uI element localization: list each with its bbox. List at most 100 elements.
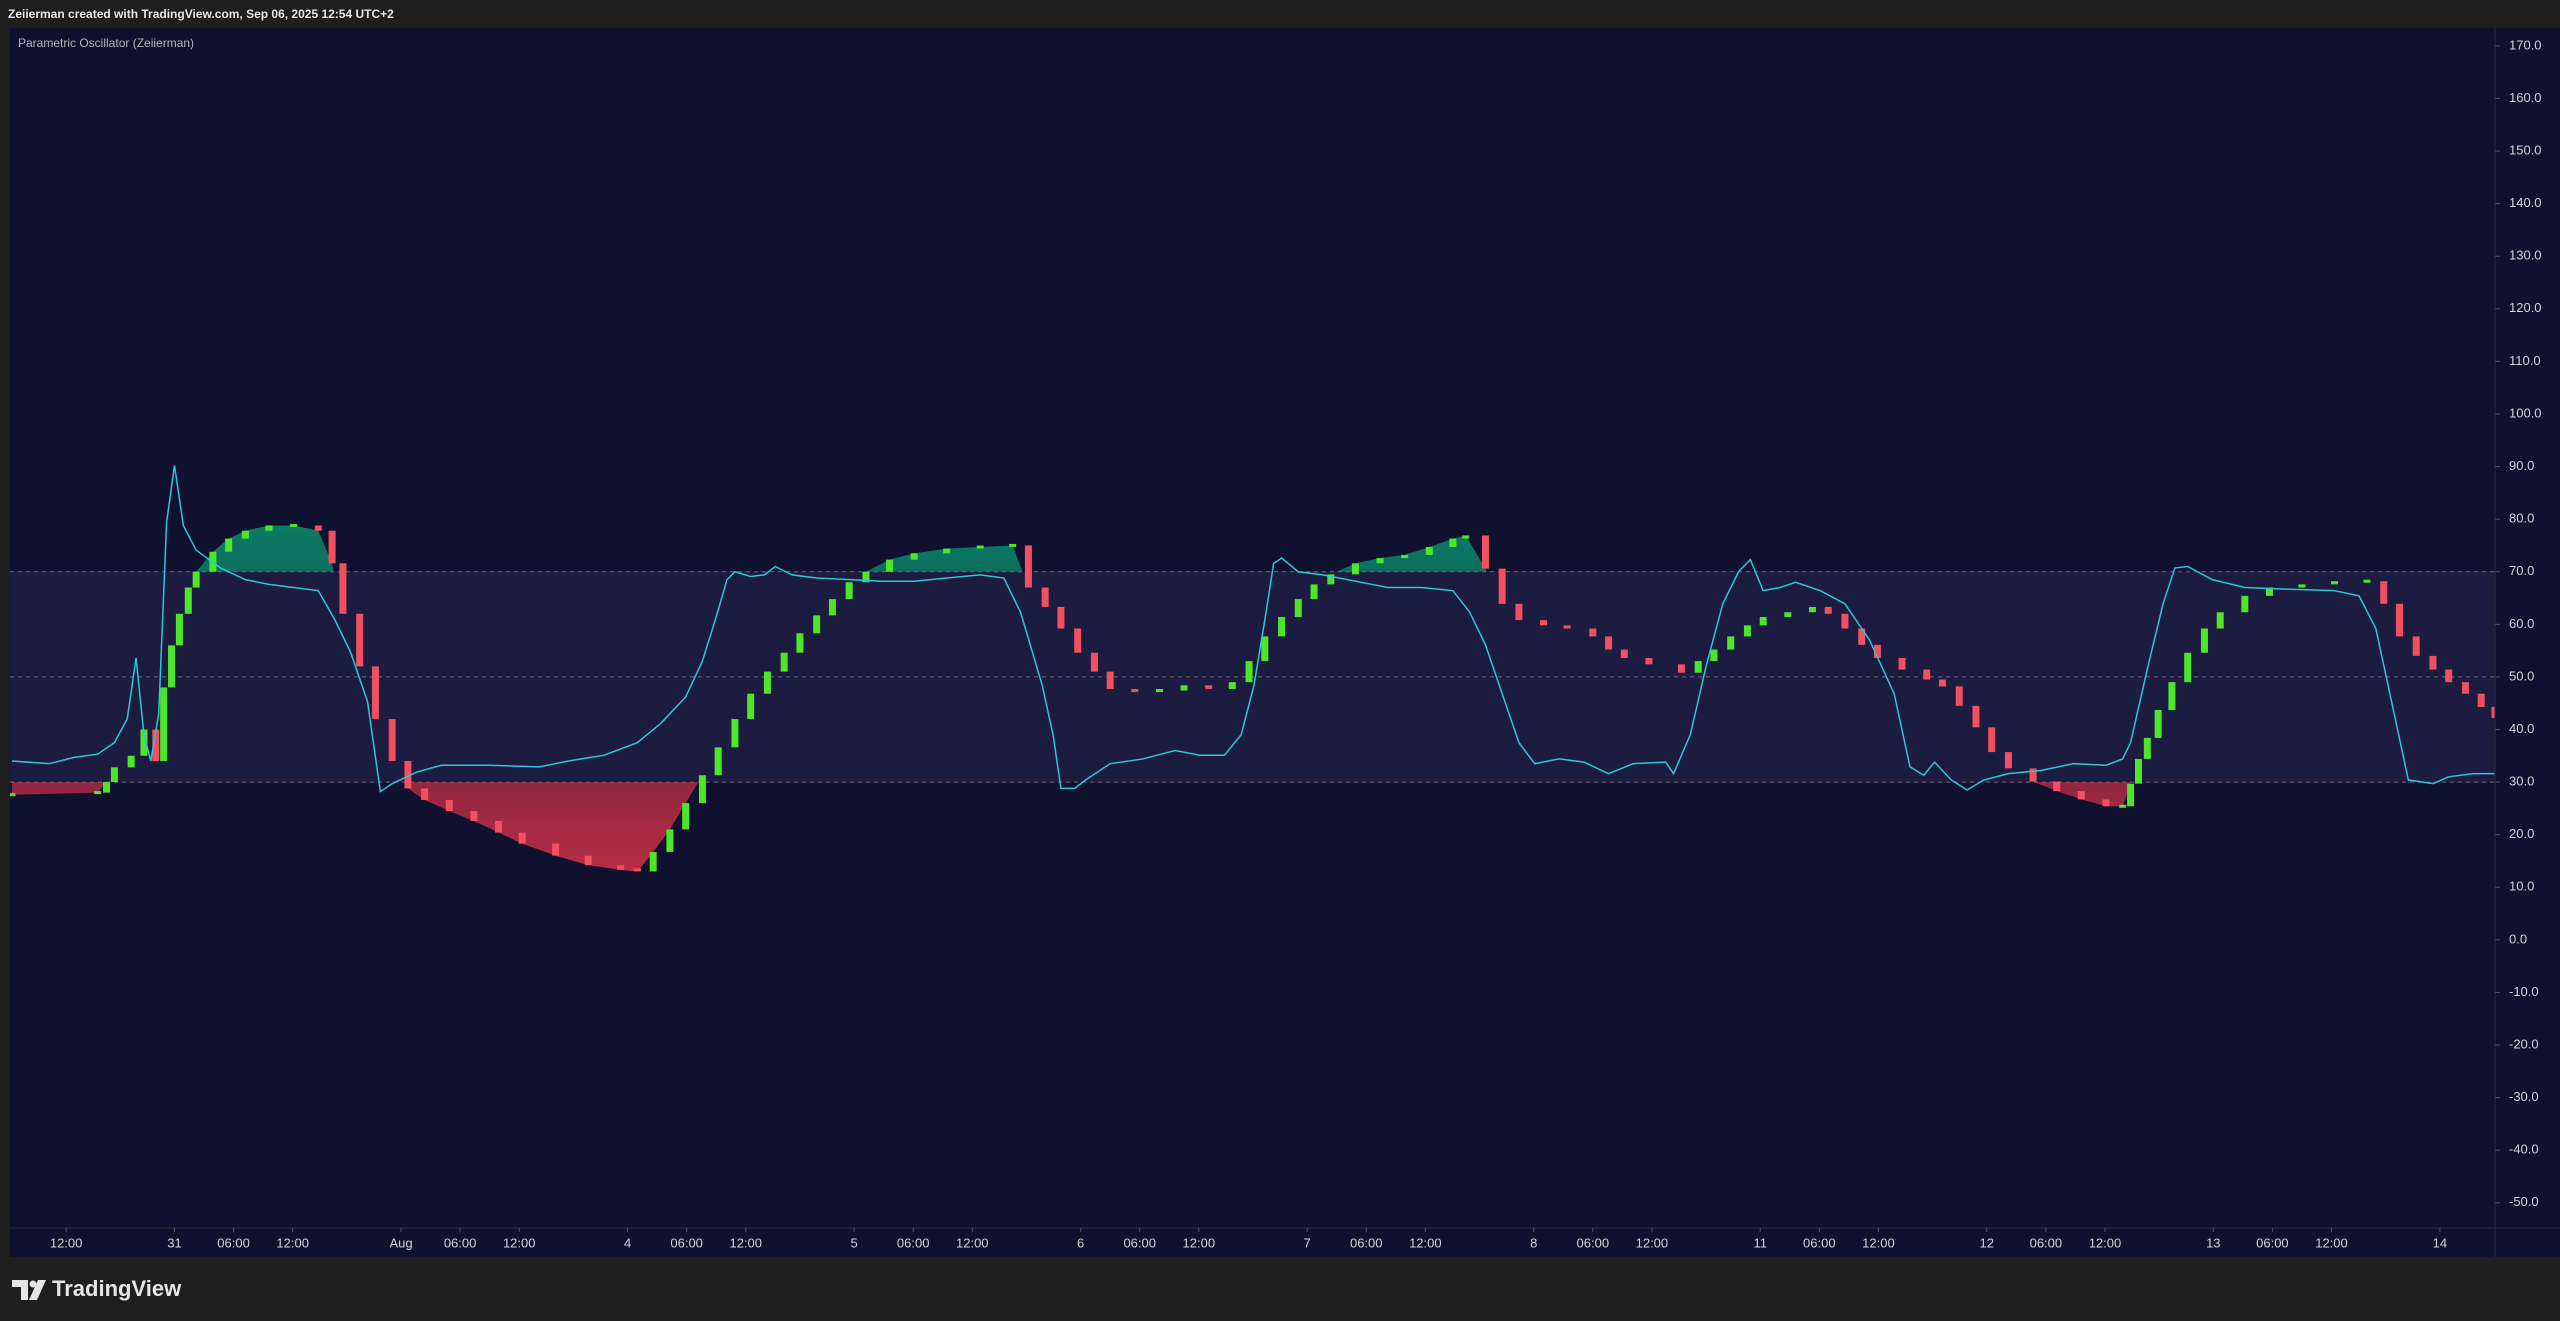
candle (682, 803, 690, 830)
candle (1898, 657, 1906, 670)
candle (314, 525, 322, 531)
x-tick-label: 12:00 (1183, 1235, 1216, 1250)
x-tick-label: 12:00 (276, 1235, 309, 1250)
y-tick-label: 140.0 (2509, 195, 2542, 210)
y-tick-label: 40.0 (2509, 721, 2534, 736)
x-tick-label: 06:00 (1123, 1235, 1156, 1250)
y-tick-label: 10.0 (2509, 879, 2534, 894)
x-tick-label: 31 (167, 1235, 181, 1250)
candle (1645, 657, 1653, 665)
x-tick-label: 06:00 (897, 1235, 930, 1250)
upper-fill (11, 525, 2495, 572)
y-tick-label: 160.0 (2509, 90, 2542, 105)
x-tick-label: 6 (1077, 1235, 1084, 1250)
candle (1515, 603, 1523, 621)
x-tick-label: 13 (2206, 1235, 2220, 1250)
x-tick-label: 12:00 (956, 1235, 989, 1250)
candle (584, 855, 592, 866)
candle (1425, 547, 1433, 555)
x-tick-label: 12:00 (1862, 1235, 1895, 1250)
candle (1106, 671, 1114, 689)
candle (2429, 655, 2437, 670)
brand-name: TradingView (52, 1276, 182, 1301)
lower-fill (11, 782, 2495, 872)
y-tick-label: 20.0 (2509, 826, 2534, 841)
x-tick-label: 12 (1980, 1235, 1994, 1250)
x-tick-label: 06:00 (444, 1235, 477, 1250)
candle (1694, 661, 1702, 673)
candle (1784, 612, 1792, 617)
candle (2412, 636, 2420, 656)
candle (1620, 649, 1628, 658)
candle (2134, 758, 2142, 784)
candle (2216, 612, 2224, 629)
candle (152, 729, 160, 762)
candle (1327, 574, 1335, 585)
x-tick-label: 14 (2433, 1235, 2447, 1250)
y-tick-label: 60.0 (2509, 616, 2534, 631)
x-tick-label: 12:00 (2315, 1235, 2348, 1250)
x-tick-label: 06:00 (1350, 1235, 1383, 1250)
candle (1245, 661, 1253, 683)
candle (1205, 685, 1213, 689)
candle (1351, 563, 1359, 575)
x-tick-label: 12:00 (503, 1235, 536, 1250)
brand-logo (12, 1280, 46, 1300)
candle (371, 666, 379, 719)
candle (290, 523, 298, 527)
candle (1841, 613, 1849, 629)
candle (1310, 584, 1318, 600)
candle (1727, 636, 1735, 650)
signal-line (11, 465, 2495, 793)
candle (1824, 606, 1832, 614)
candle (160, 687, 168, 762)
candle (649, 852, 657, 872)
x-tick-label: 4 (624, 1235, 631, 1250)
y-tick-label: -20.0 (2509, 1036, 2539, 1051)
candle (2445, 669, 2453, 683)
candle (1955, 686, 1963, 706)
candle (1498, 568, 1506, 604)
candle (698, 775, 706, 804)
candle (1605, 636, 1613, 650)
candle (714, 747, 722, 776)
plot-area (10, 465, 2495, 872)
candle (1462, 535, 1470, 539)
x-tick-label: 06:00 (670, 1235, 703, 1250)
candle (886, 559, 894, 572)
candle (2154, 710, 2162, 738)
candle (2461, 682, 2469, 694)
candle (2265, 587, 2273, 596)
x-tick-label: 06:00 (2030, 1235, 2063, 1250)
candle (356, 613, 364, 667)
candle (2241, 595, 2249, 613)
y-tick-label: -40.0 (2509, 1142, 2539, 1157)
candle (140, 729, 148, 756)
candle (2330, 581, 2338, 585)
candle (470, 810, 478, 821)
candle (184, 587, 192, 614)
candle (265, 525, 273, 531)
candle (1057, 606, 1065, 629)
candle (2298, 584, 2306, 588)
candle (862, 571, 870, 583)
candle (2143, 737, 2151, 759)
candle (241, 530, 249, 539)
candle (1923, 669, 1931, 680)
candle (617, 865, 625, 870)
y-tick-label: 30.0 (2509, 774, 2534, 789)
candle (845, 582, 853, 600)
candle (910, 553, 918, 560)
candle (1563, 625, 1571, 629)
candle (2491, 706, 2495, 718)
candle (1449, 538, 1457, 548)
candle (943, 548, 951, 554)
candle (813, 615, 821, 634)
candle (445, 799, 453, 811)
candle (421, 788, 429, 800)
y-tick-label: 90.0 (2509, 458, 2534, 473)
candle (495, 820, 503, 833)
candle (1858, 628, 1866, 645)
candle (2184, 652, 2192, 683)
